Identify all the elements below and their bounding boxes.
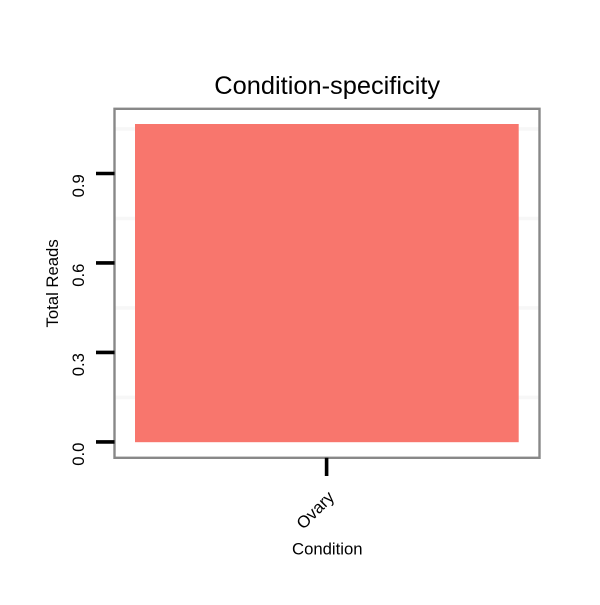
svg-text:0.6: 0.6 — [69, 264, 88, 287]
svg-text:0.0: 0.0 — [69, 443, 88, 466]
svg-text:Condition: Condition — [292, 539, 363, 558]
svg-text:Total Reads: Total Reads — [43, 239, 62, 327]
svg-text:0.9: 0.9 — [69, 174, 88, 197]
svg-text:Condition-specificity: Condition-specificity — [214, 72, 440, 100]
svg-text:0.3: 0.3 — [69, 353, 88, 376]
